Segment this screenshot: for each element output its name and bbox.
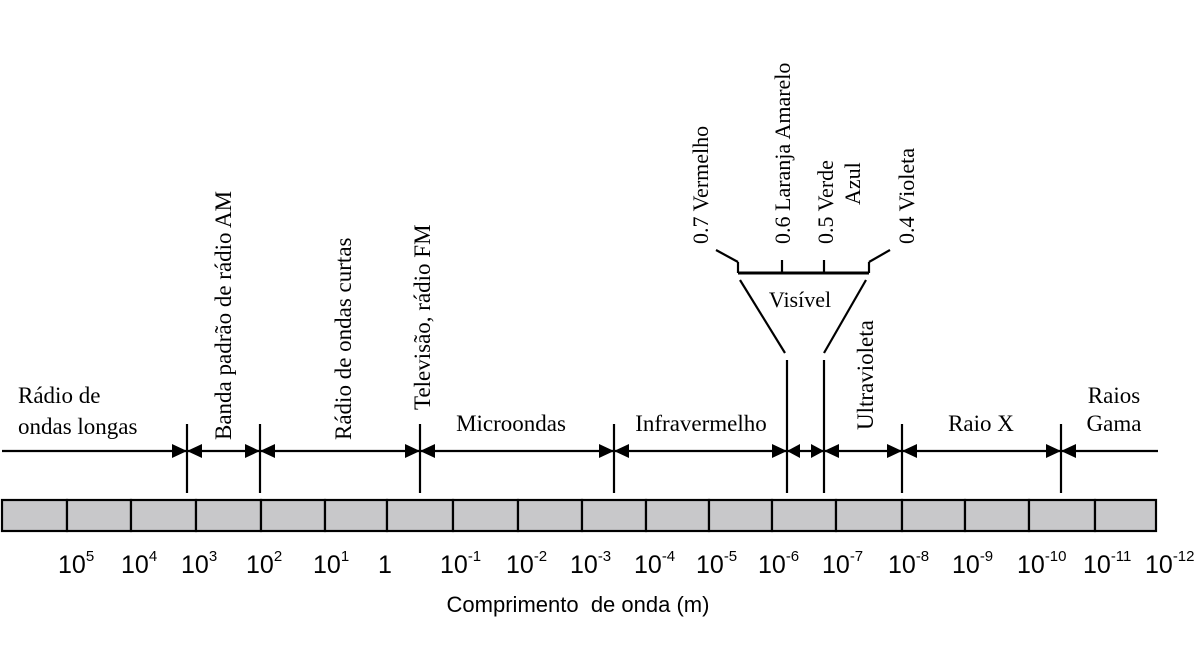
arrowhead [1046,444,1061,458]
scale-cell [0,498,69,533]
arrowhead [172,444,187,458]
tick-label: 10-9 [952,548,993,579]
band-label-am-radio: Banda padrão de rádio AM [211,191,236,440]
band-label-gamma: Raios [1088,383,1140,408]
tick-label: 102 [246,548,282,579]
visible-color-red: 0.7 Vermelho [688,126,713,244]
band-label-gamma: Gama [1087,411,1142,436]
scale-cell [65,498,133,533]
tick-label: 1 [378,551,392,579]
tick-label: 10-10 [1017,548,1067,579]
visible-color-green: 0.5 Verde [813,160,838,244]
tick-label: 10-11 [1083,548,1131,579]
tick-label: 10-2 [506,548,547,579]
tick-label: 10-1 [440,548,481,579]
visible-color-violet: 0.4 Violeta [894,148,919,244]
arrowhead [187,444,202,458]
arrowhead [772,444,787,458]
scale-cell [1027,498,1097,533]
band-label-xray: Raio X [948,411,1014,436]
visible-color-orange-yellow: 0.6 Laranja Amarelo [770,63,795,244]
scale-cell [963,498,1031,533]
band-label-infrared: Infravermelho [635,411,767,436]
band-label-ultraviolet: Ultravioleta [853,320,878,430]
tick-label: 103 [181,548,217,579]
tick-label: 10-8 [888,548,929,579]
scale-cell [259,498,327,533]
tick-label: 10-7 [822,548,863,579]
arrowhead [420,444,435,458]
scale-cell [385,498,455,533]
arrowheads [172,444,1076,458]
arrowhead [599,444,614,458]
tick-labels: 105 104 103 102 101 1 10-1 10-2 10-3 10-… [58,548,1195,579]
arrowhead [1061,444,1076,458]
tick-label: 10-5 [696,548,737,579]
tick-label: 10-6 [758,548,799,579]
axis-title: Comprimento de onda (m) [447,592,710,617]
scale-cell [451,498,520,533]
scale-cell [194,498,263,533]
scale-cell [644,498,711,533]
band-label-long-radio: Rádio de [18,383,100,408]
visible-funnel [715,249,891,354]
scale-cell [1093,498,1158,533]
arrowhead [887,444,902,458]
tick-label: 104 [121,548,157,579]
tick-label: 10-3 [570,548,611,579]
scale-cell [707,498,774,533]
wavelength-scale-bar [0,498,1158,533]
arrowhead [811,444,824,458]
visible-color-blue: Azul [840,162,865,205]
scale-cell [900,498,967,533]
scale-cell [580,498,648,533]
arrowhead [614,444,629,458]
scale-cell [516,498,584,533]
arrowhead [260,444,275,458]
arrowhead [405,444,420,458]
tick-label: 101 [313,548,349,579]
band-label-shortwave: Rádio de ondas curtas [331,237,356,440]
arrowhead [902,444,917,458]
band-label-microwave: Microondas [456,411,566,436]
tick-label: 10-12 [1145,548,1195,579]
tick-label: 105 [58,548,94,579]
band-label-long-radio: ondas longas [18,414,138,439]
arrowhead [787,444,800,458]
arrowhead [245,444,260,458]
tick-label: 10-4 [634,548,675,579]
scale-cell [323,498,389,533]
arrowhead [824,444,839,458]
scale-cell [770,498,838,533]
band-label-visible: Visível [769,287,831,312]
band-label-tv-fm: Televisão, rádio FM [410,224,435,410]
scale-cell [834,498,904,533]
scale-cell [129,498,198,533]
